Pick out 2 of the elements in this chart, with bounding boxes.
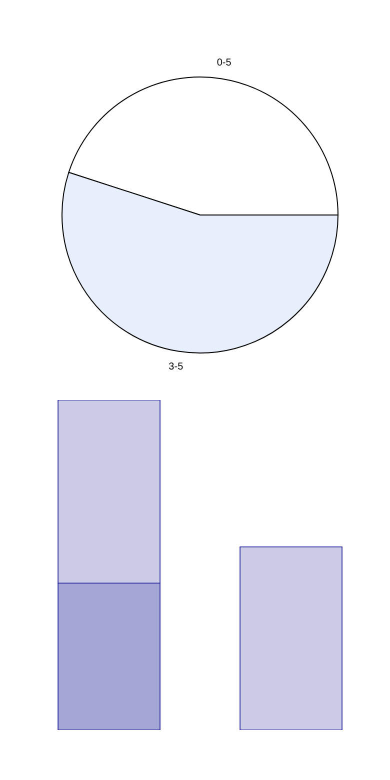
slice-label: 0-5 [216,57,232,68]
slice-label: 3-5 [168,362,184,373]
